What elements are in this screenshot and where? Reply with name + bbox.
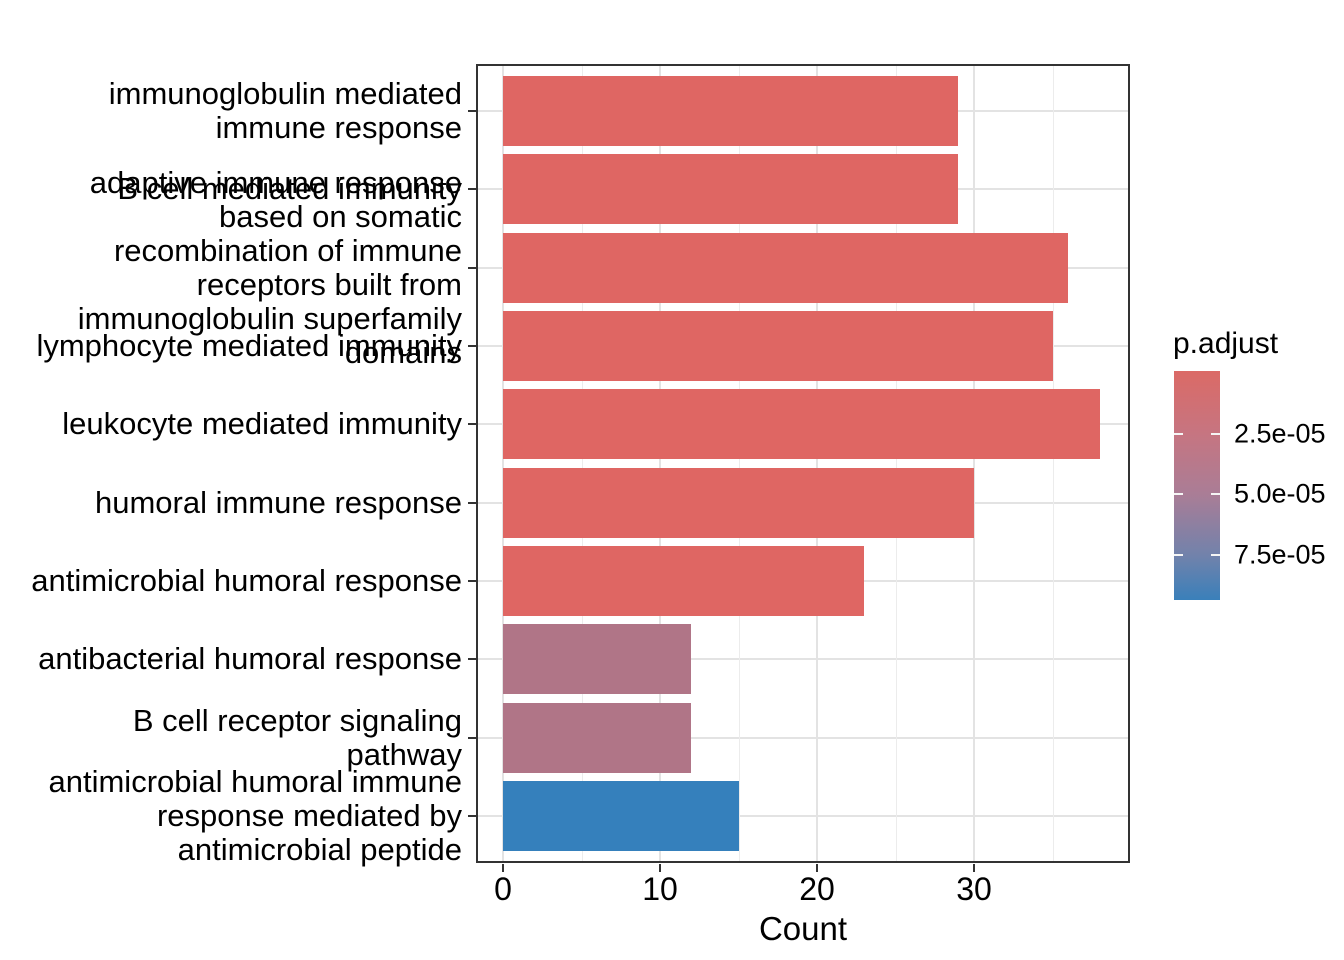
bar (503, 703, 691, 773)
bar (503, 154, 958, 224)
legend-tick-mark (1211, 554, 1220, 556)
x-tick-mark (816, 864, 818, 872)
bar (503, 624, 691, 694)
y-axis-label: B cell receptor signaling pathway (132, 703, 462, 772)
gridline-vertical-minor (739, 64, 740, 863)
y-tick-mark (468, 737, 476, 739)
plot-panel (476, 64, 1130, 863)
y-axis-label: antimicrobial humoral response (31, 563, 462, 598)
y-tick-mark (468, 658, 476, 660)
gridline-horizontal (476, 737, 1130, 739)
legend-tick-mark (1174, 433, 1183, 435)
y-axis-label: antimicrobial humoral immune response me… (48, 764, 463, 867)
y-axis-label: immunoglobulin mediated immune response (108, 76, 462, 145)
bar (503, 76, 958, 146)
x-tick-label: 30 (956, 871, 992, 907)
x-tick-mark (659, 864, 661, 872)
y-tick-mark (468, 110, 476, 112)
y-axis-label: lymphocyte mediated immunity (36, 328, 462, 363)
y-axis-label: B cell mediated immunity (117, 171, 462, 206)
gridline-vertical-minor (896, 64, 897, 863)
gridline-vertical-minor (582, 64, 583, 863)
x-tick-label: 10 (642, 871, 678, 907)
legend-tick-label: 5.0e-05 (1234, 478, 1326, 509)
y-axis-label: leukocyte mediated immunity (62, 406, 462, 441)
x-tick-mark (973, 864, 975, 872)
legend-tick-mark (1211, 433, 1220, 435)
x-tick-label: 20 (799, 871, 835, 907)
bar (503, 233, 1068, 303)
bar (503, 311, 1053, 381)
legend-title: p.adjust (1173, 327, 1279, 360)
y-tick-mark (468, 502, 476, 504)
bar (503, 546, 864, 616)
y-tick-mark (468, 580, 476, 582)
legend-tick-label: 2.5e-05 (1234, 418, 1326, 449)
gridline-vertical-major (973, 64, 975, 863)
bar (503, 781, 739, 851)
x-tick-mark (502, 864, 504, 872)
legend-colorbar (1174, 371, 1220, 600)
gridline-horizontal (476, 658, 1130, 660)
bar (503, 468, 974, 538)
y-axis-label: adaptive immune response based on somati… (77, 165, 462, 370)
y-axis-label: antibacterial humoral response (38, 641, 462, 676)
gridline-vertical-minor (1053, 64, 1054, 863)
y-tick-mark (468, 345, 476, 347)
y-tick-mark (468, 267, 476, 269)
legend-tick-mark (1174, 554, 1183, 556)
legend-tick-label: 7.5e-05 (1234, 539, 1326, 570)
gridline-vertical-major (816, 64, 818, 863)
gridline-vertical-major (659, 64, 661, 863)
y-tick-mark (468, 188, 476, 190)
x-axis-title: Count (758, 910, 848, 947)
y-axis-label: humoral immune response (94, 485, 462, 520)
y-tick-mark (468, 423, 476, 425)
bar (503, 389, 1100, 459)
gridline-horizontal (476, 815, 1130, 817)
gridline-vertical-major (502, 64, 504, 863)
legend-tick-mark (1174, 493, 1183, 495)
y-tick-mark (468, 815, 476, 817)
legend-tick-mark (1211, 493, 1220, 495)
x-tick-label: 0 (494, 871, 512, 907)
